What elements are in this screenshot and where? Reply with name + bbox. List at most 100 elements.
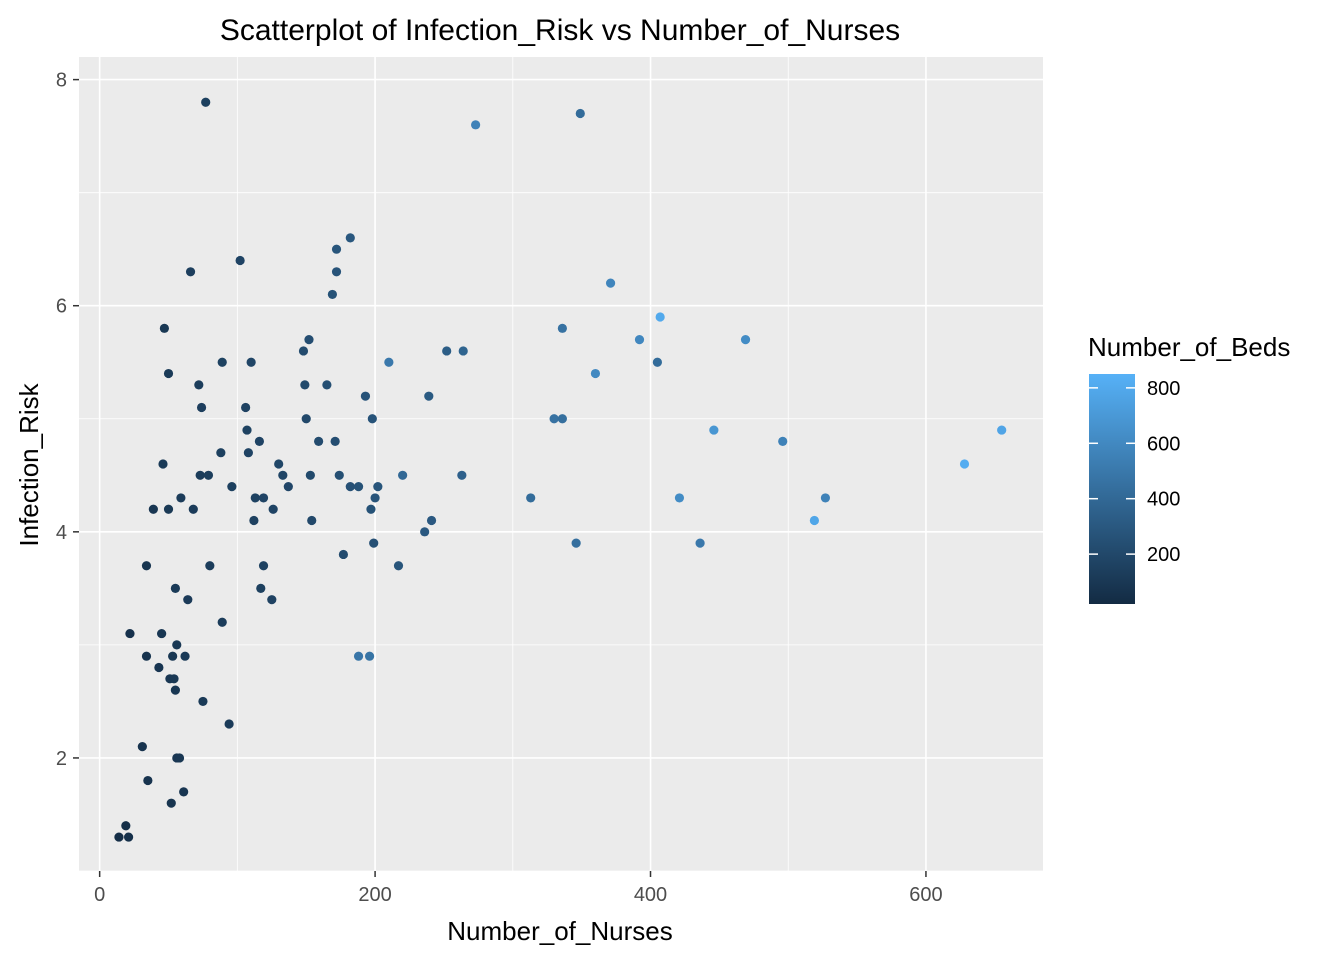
data-point <box>384 357 394 367</box>
data-point <box>203 470 214 480</box>
data-point <box>674 493 685 503</box>
data-point <box>300 380 310 390</box>
data-point <box>157 628 167 639</box>
data-point <box>322 380 332 390</box>
chart-title: Scatterplot of Infection_Risk vs Number_… <box>220 14 900 47</box>
data-point <box>398 470 408 480</box>
data-point <box>393 561 404 571</box>
data-point <box>274 459 284 469</box>
data-point <box>241 402 251 413</box>
data-point <box>256 583 266 593</box>
data-point <box>571 538 581 548</box>
data-point <box>778 436 788 446</box>
data-point <box>170 583 180 593</box>
data-point <box>141 651 152 661</box>
data-point <box>331 244 342 254</box>
data-point <box>179 787 189 797</box>
data-point <box>360 391 371 401</box>
data-point <box>194 380 204 390</box>
data-point <box>183 595 193 605</box>
data-point <box>283 482 293 492</box>
data-point <box>426 515 437 526</box>
data-point <box>154 662 164 673</box>
data-point <box>170 685 180 695</box>
data-point <box>268 504 278 514</box>
data-point <box>217 357 227 367</box>
data-point <box>809 515 819 526</box>
data-point <box>125 628 135 639</box>
data-point <box>163 504 174 514</box>
data-point <box>249 515 259 526</box>
x-tick-label: 0 <box>94 884 105 906</box>
data-point <box>217 617 227 627</box>
x-axis: 0 200 400 600 <box>94 871 943 906</box>
data-point <box>258 561 269 571</box>
data-point <box>227 482 237 492</box>
data-point <box>458 346 468 356</box>
data-point <box>959 459 970 469</box>
data-point <box>695 538 705 548</box>
data-point <box>254 436 265 446</box>
data-point <box>373 482 383 492</box>
data-point <box>174 753 185 763</box>
data-point <box>709 425 719 435</box>
data-point <box>180 651 190 661</box>
data-point <box>424 391 434 401</box>
color-legend: Number_of_Beds 200 400 600 800 <box>1088 332 1290 604</box>
data-point <box>369 538 379 548</box>
data-points <box>114 97 1007 842</box>
y-tick-label: 4 <box>56 522 67 544</box>
data-point <box>121 821 131 831</box>
data-point <box>114 832 124 842</box>
data-point <box>278 470 288 480</box>
x-tick-label: 600 <box>909 884 942 906</box>
legend-tick-label: 600 <box>1147 433 1180 455</box>
data-point <box>168 651 178 661</box>
legend-title: Number_of_Beds <box>1088 332 1290 362</box>
data-point <box>590 368 601 379</box>
y-axis-label: Infection_Risk <box>14 382 44 546</box>
data-point <box>820 493 831 503</box>
y-tick-label: 2 <box>56 748 67 770</box>
data-point <box>549 414 559 424</box>
data-point <box>250 493 260 503</box>
data-point <box>242 425 252 435</box>
data-point <box>163 368 174 379</box>
data-point <box>420 527 430 537</box>
data-point <box>442 346 452 356</box>
data-point <box>172 640 182 650</box>
data-point <box>158 459 168 469</box>
data-point <box>298 346 309 356</box>
data-point <box>370 493 380 503</box>
y-tick-label: 6 <box>56 296 67 318</box>
data-point <box>176 493 186 503</box>
data-point <box>216 448 226 458</box>
data-point <box>634 335 645 345</box>
data-point <box>185 267 196 277</box>
legend-tick-label: 400 <box>1147 489 1180 511</box>
data-point <box>301 414 311 424</box>
data-point <box>575 108 585 119</box>
y-axis: 2 4 6 8 <box>56 70 79 770</box>
data-point <box>166 798 176 808</box>
data-point <box>143 775 153 786</box>
data-point <box>526 493 536 503</box>
data-point <box>457 470 467 480</box>
data-point <box>353 482 364 492</box>
data-point <box>366 504 376 514</box>
data-point <box>652 357 663 367</box>
data-point <box>224 719 234 729</box>
data-point <box>605 278 616 288</box>
data-point <box>267 595 277 605</box>
y-tick-label: 8 <box>56 70 67 92</box>
data-point <box>345 233 355 243</box>
data-point <box>557 414 567 424</box>
data-point <box>123 832 134 842</box>
data-point <box>334 470 344 480</box>
major-grid <box>79 57 1043 871</box>
data-point <box>327 289 337 300</box>
data-point <box>169 674 179 684</box>
data-point <box>353 651 364 661</box>
